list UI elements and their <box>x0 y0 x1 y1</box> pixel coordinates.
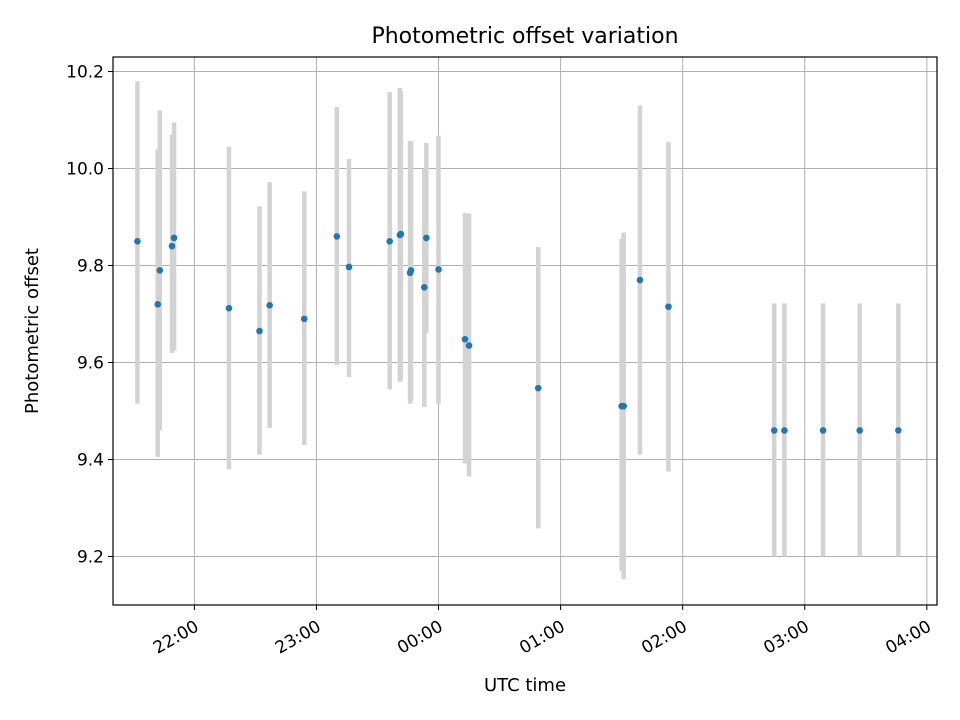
data-point <box>266 301 273 309</box>
data-point <box>134 237 141 245</box>
y-tick-label: 10.0 <box>66 160 104 180</box>
data-point <box>407 267 415 274</box>
y-tick-label: 10.2 <box>66 63 104 83</box>
data-point <box>154 301 162 308</box>
data-point <box>397 230 405 238</box>
y-tick-label: 9.4 <box>77 451 104 471</box>
data-point <box>856 427 863 434</box>
plot-frame <box>112 56 938 606</box>
data-point <box>819 427 827 434</box>
y-axis-label: Photometric offset <box>22 248 43 414</box>
y-tick-label: 9.6 <box>77 354 104 374</box>
grid <box>113 57 937 605</box>
data-point <box>386 237 394 245</box>
data-point <box>781 427 788 434</box>
y-axis-ticks: 9.2 9.4 9.6 9.8 10.0 10.2 <box>66 63 113 568</box>
data-point <box>256 327 263 335</box>
data-point <box>156 267 164 274</box>
data-point <box>534 384 542 392</box>
data-point <box>620 402 627 410</box>
data-point <box>300 315 308 323</box>
data-point <box>461 335 469 343</box>
data-point <box>665 303 672 311</box>
data-point <box>770 427 778 434</box>
data-point <box>170 234 178 242</box>
data-point <box>345 263 353 271</box>
data-point <box>895 427 902 434</box>
y-tick-label: 9.2 <box>77 548 104 568</box>
data-point <box>420 284 428 291</box>
data-point <box>423 234 430 242</box>
data-point <box>435 266 442 273</box>
data-point <box>333 233 341 240</box>
chart-title: Photometric offset variation <box>371 24 678 49</box>
data-point <box>225 304 233 312</box>
data-point <box>636 276 644 284</box>
y-tick-label: 9.8 <box>77 257 104 277</box>
x-axis-label: UTC time <box>484 675 566 696</box>
data-point <box>465 342 473 349</box>
data-points <box>134 230 902 434</box>
data-point <box>168 242 176 250</box>
